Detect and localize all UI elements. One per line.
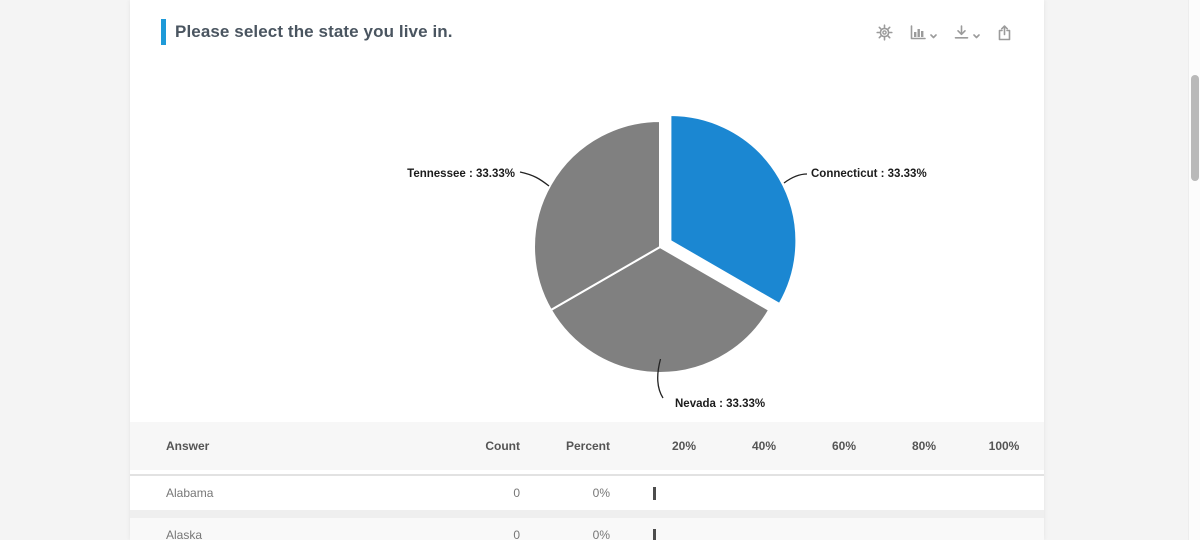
pie-label-nevada: Nevada : 33.33% [675, 398, 765, 410]
title-accent-bar [161, 19, 166, 45]
share-icon [998, 24, 1011, 40]
chevron-down-icon [930, 34, 937, 39]
chart-type-button[interactable] [910, 25, 937, 40]
pie-chart: Tennessee : 33.33% Connecticut : 33.33% … [130, 64, 1044, 422]
chart-toolbar [876, 24, 1012, 41]
leader-line-nevada [657, 358, 664, 399]
count-cell: 0 [513, 528, 520, 540]
percent-bar [653, 487, 656, 500]
answer-cell: Alabama [166, 486, 214, 500]
results-table: Answer Count Percent 20% 40% 60% 80% 100… [130, 422, 1044, 540]
table-header-row: Answer Count Percent 20% 40% 60% 80% 100… [130, 422, 1044, 470]
column-header-percent: Percent [565, 439, 610, 453]
question-title: Please select the state you live in. [175, 22, 453, 41]
header-gap [130, 470, 1044, 474]
pie-label-connecticut: Connecticut : 33.33% [811, 168, 927, 180]
percent-bar [653, 529, 656, 540]
pie-slice-nevada[interactable] [549, 245, 771, 374]
answer-cell: Alaska [166, 528, 203, 540]
gauge-tick-60: 60% [831, 439, 857, 453]
gear-icon [876, 24, 893, 41]
settings-button[interactable] [876, 24, 893, 41]
percent-bar-track [644, 528, 1044, 540]
pie-label-tennessee: Tennessee : 33.33% [407, 168, 515, 180]
percent-cell: 0% [592, 528, 610, 540]
percent-bar-track [644, 486, 1044, 500]
pie-slice-connecticut[interactable] [669, 113, 798, 306]
table-row: Alabama 0 0% [130, 476, 1044, 510]
download-icon [954, 25, 969, 39]
count-cell: 0 [513, 486, 520, 500]
scrollbar-thumb[interactable] [1191, 75, 1199, 181]
gauge-tick-20: 20% [671, 439, 697, 453]
card-header: Please select the state you live in. [130, 0, 1044, 64]
column-header-answer: Answer [166, 439, 210, 453]
pie-slice-tennessee[interactable] [533, 119, 661, 312]
column-header-count: Count [485, 439, 520, 453]
gauge-tick-80: 80% [911, 439, 937, 453]
gauge-scale: 20% 40% 60% 80% 100% [610, 439, 1044, 453]
gauge-tick-100: 100% [988, 439, 1020, 453]
gauge-tick-40: 40% [751, 439, 777, 453]
question-result-card: Please select the state you live in. [130, 0, 1044, 540]
leader-line-tennessee [519, 171, 550, 187]
leader-line-connecticut [783, 173, 808, 184]
percent-cell: 0% [592, 486, 610, 500]
share-button[interactable] [997, 24, 1012, 41]
table-row: Alaska 0 0% [130, 518, 1044, 540]
scrollbar[interactable] [1188, 0, 1200, 540]
chevron-down-icon [973, 34, 980, 39]
row-divider [130, 510, 1044, 518]
header-divider [130, 474, 1044, 476]
bar-chart-icon [910, 25, 926, 40]
download-button[interactable] [954, 25, 980, 40]
